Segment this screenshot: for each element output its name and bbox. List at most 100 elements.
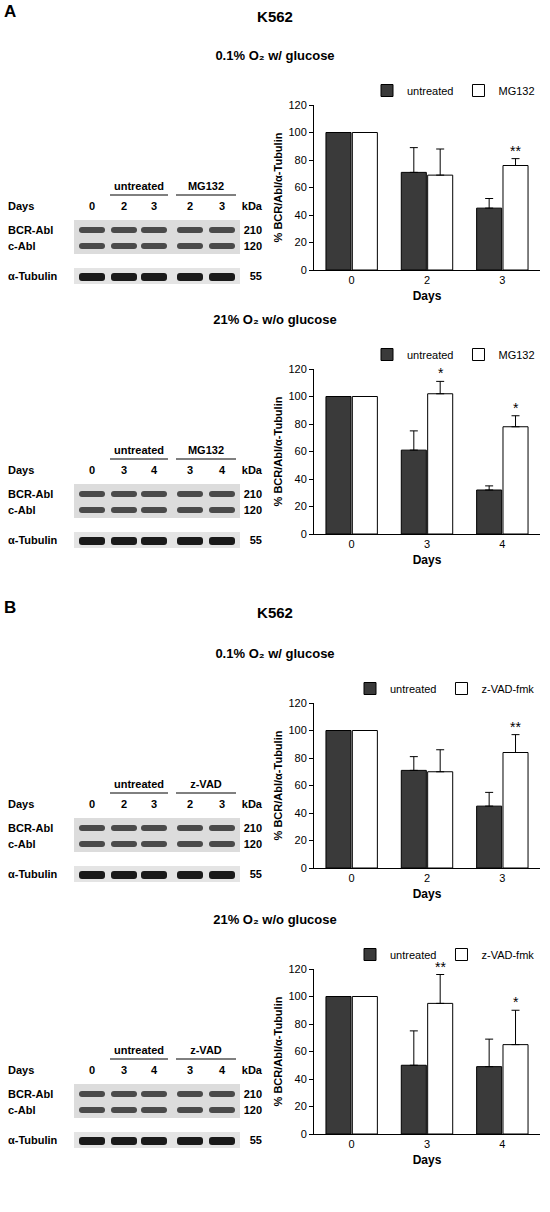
svg-text:untreated: untreated xyxy=(114,778,164,790)
svg-text:4: 4 xyxy=(151,1064,158,1076)
svg-text:α-Tubulin: α-Tubulin xyxy=(8,534,58,546)
svg-text:kDa: kDa xyxy=(242,464,263,476)
svg-text:% BCR/Abl/α-Tubulin: % BCR/Abl/α-Tubulin xyxy=(272,730,284,840)
svg-text:60: 60 xyxy=(295,779,307,791)
svg-text:3: 3 xyxy=(499,274,505,286)
svg-text:3: 3 xyxy=(219,200,225,212)
svg-text:z-VAD: z-VAD xyxy=(190,1044,222,1056)
svg-text:0: 0 xyxy=(349,872,355,884)
svg-text:c-Abl: c-Abl xyxy=(8,838,36,850)
svg-text:3: 3 xyxy=(187,1064,193,1076)
svg-text:3: 3 xyxy=(219,798,225,810)
svg-text:2: 2 xyxy=(424,274,430,286)
svg-text:3: 3 xyxy=(151,798,157,810)
svg-text:4: 4 xyxy=(219,1064,226,1076)
svg-text:BCR-Abl: BCR-Abl xyxy=(8,822,53,834)
svg-text:c-Abl: c-Abl xyxy=(8,240,36,252)
svg-text:100: 100 xyxy=(288,724,306,736)
svg-text:Days: Days xyxy=(413,1153,442,1167)
svg-text:untreated: untreated xyxy=(114,1044,164,1056)
svg-text:120: 120 xyxy=(288,363,306,375)
svg-text:100: 100 xyxy=(288,390,306,402)
svg-text:210: 210 xyxy=(244,488,262,500)
svg-text:α-Tubulin: α-Tubulin xyxy=(8,868,58,880)
svg-text:MG132: MG132 xyxy=(188,444,224,456)
svg-text:% BCR/Abl/α-Tubulin: % BCR/Abl/α-Tubulin xyxy=(272,396,284,506)
svg-text:210: 210 xyxy=(244,822,262,834)
svg-text:2: 2 xyxy=(121,798,127,810)
svg-text:80: 80 xyxy=(295,1018,307,1030)
svg-text:120: 120 xyxy=(244,504,262,516)
svg-text:3: 3 xyxy=(424,538,430,550)
svg-text:2: 2 xyxy=(187,200,193,212)
svg-text:c-Abl: c-Abl xyxy=(8,504,36,516)
svg-text:z-VAD: z-VAD xyxy=(190,778,222,790)
svg-text:untreated: untreated xyxy=(114,180,164,192)
svg-text:120: 120 xyxy=(288,99,306,111)
svg-text:40: 40 xyxy=(295,1073,307,1085)
svg-text:20: 20 xyxy=(295,236,307,248)
svg-text:120: 120 xyxy=(244,240,262,252)
svg-text:3: 3 xyxy=(499,872,505,884)
svg-text:2: 2 xyxy=(121,200,127,212)
svg-text:untreated: untreated xyxy=(390,683,436,695)
svg-text:3: 3 xyxy=(121,1064,127,1076)
svg-text:α-Tubulin: α-Tubulin xyxy=(8,1134,58,1146)
svg-text:Days: Days xyxy=(8,798,34,810)
svg-text:BCR-Abl: BCR-Abl xyxy=(8,488,53,500)
svg-text:20: 20 xyxy=(295,834,307,846)
svg-text:*: * xyxy=(513,400,519,416)
svg-text:210: 210 xyxy=(244,224,262,236)
svg-text:0: 0 xyxy=(301,264,307,276)
svg-text:0: 0 xyxy=(89,200,95,212)
svg-text:c-Abl: c-Abl xyxy=(8,1104,36,1116)
svg-text:80: 80 xyxy=(295,752,307,764)
svg-text:100: 100 xyxy=(288,990,306,1002)
svg-text:0: 0 xyxy=(89,798,95,810)
svg-text:4: 4 xyxy=(219,464,226,476)
svg-text:4: 4 xyxy=(151,464,158,476)
svg-text:MG132: MG132 xyxy=(188,180,224,192)
svg-text:60: 60 xyxy=(295,445,307,457)
svg-text:z-VAD-fmk: z-VAD-fmk xyxy=(481,683,534,695)
svg-text:0: 0 xyxy=(89,464,95,476)
svg-text:untreated: untreated xyxy=(407,349,453,361)
svg-text:Days: Days xyxy=(8,464,34,476)
svg-text:3: 3 xyxy=(187,464,193,476)
svg-text:55: 55 xyxy=(250,868,262,880)
svg-text:120: 120 xyxy=(244,1104,262,1116)
svg-text:*: * xyxy=(438,365,444,381)
svg-text:3: 3 xyxy=(121,464,127,476)
svg-text:60: 60 xyxy=(295,1045,307,1057)
svg-text:120: 120 xyxy=(288,963,306,975)
svg-text:80: 80 xyxy=(295,154,307,166)
svg-text:% BCR/Abl/α-Tubulin: % BCR/Abl/α-Tubulin xyxy=(272,132,284,242)
svg-text:2: 2 xyxy=(187,798,193,810)
svg-text:120: 120 xyxy=(244,838,262,850)
svg-text:120: 120 xyxy=(288,697,306,709)
svg-text:Days: Days xyxy=(8,200,34,212)
svg-text:0: 0 xyxy=(349,1138,355,1150)
svg-text:% BCR/Abl/α-Tubulin: % BCR/Abl/α-Tubulin xyxy=(272,996,284,1106)
svg-text:0: 0 xyxy=(349,274,355,286)
svg-text:4: 4 xyxy=(499,538,505,550)
svg-text:20: 20 xyxy=(295,500,307,512)
svg-text:MG132: MG132 xyxy=(498,85,534,97)
svg-text:untreated: untreated xyxy=(390,949,436,961)
svg-text:z-VAD-fmk: z-VAD-fmk xyxy=(481,949,534,961)
svg-text:55: 55 xyxy=(250,270,262,282)
svg-text:3: 3 xyxy=(151,200,157,212)
svg-text:80: 80 xyxy=(295,418,307,430)
svg-text:0: 0 xyxy=(349,538,355,550)
svg-text:40: 40 xyxy=(295,209,307,221)
svg-text:**: ** xyxy=(435,959,446,975)
svg-text:55: 55 xyxy=(250,1134,262,1146)
svg-text:kDa: kDa xyxy=(242,798,263,810)
svg-text:α-Tubulin: α-Tubulin xyxy=(8,270,58,282)
svg-text:**: ** xyxy=(510,719,521,735)
svg-text:untreated: untreated xyxy=(114,444,164,456)
svg-text:2: 2 xyxy=(424,872,430,884)
svg-text:Days: Days xyxy=(413,289,442,303)
svg-text:kDa: kDa xyxy=(242,1064,263,1076)
svg-text:0: 0 xyxy=(301,862,307,874)
